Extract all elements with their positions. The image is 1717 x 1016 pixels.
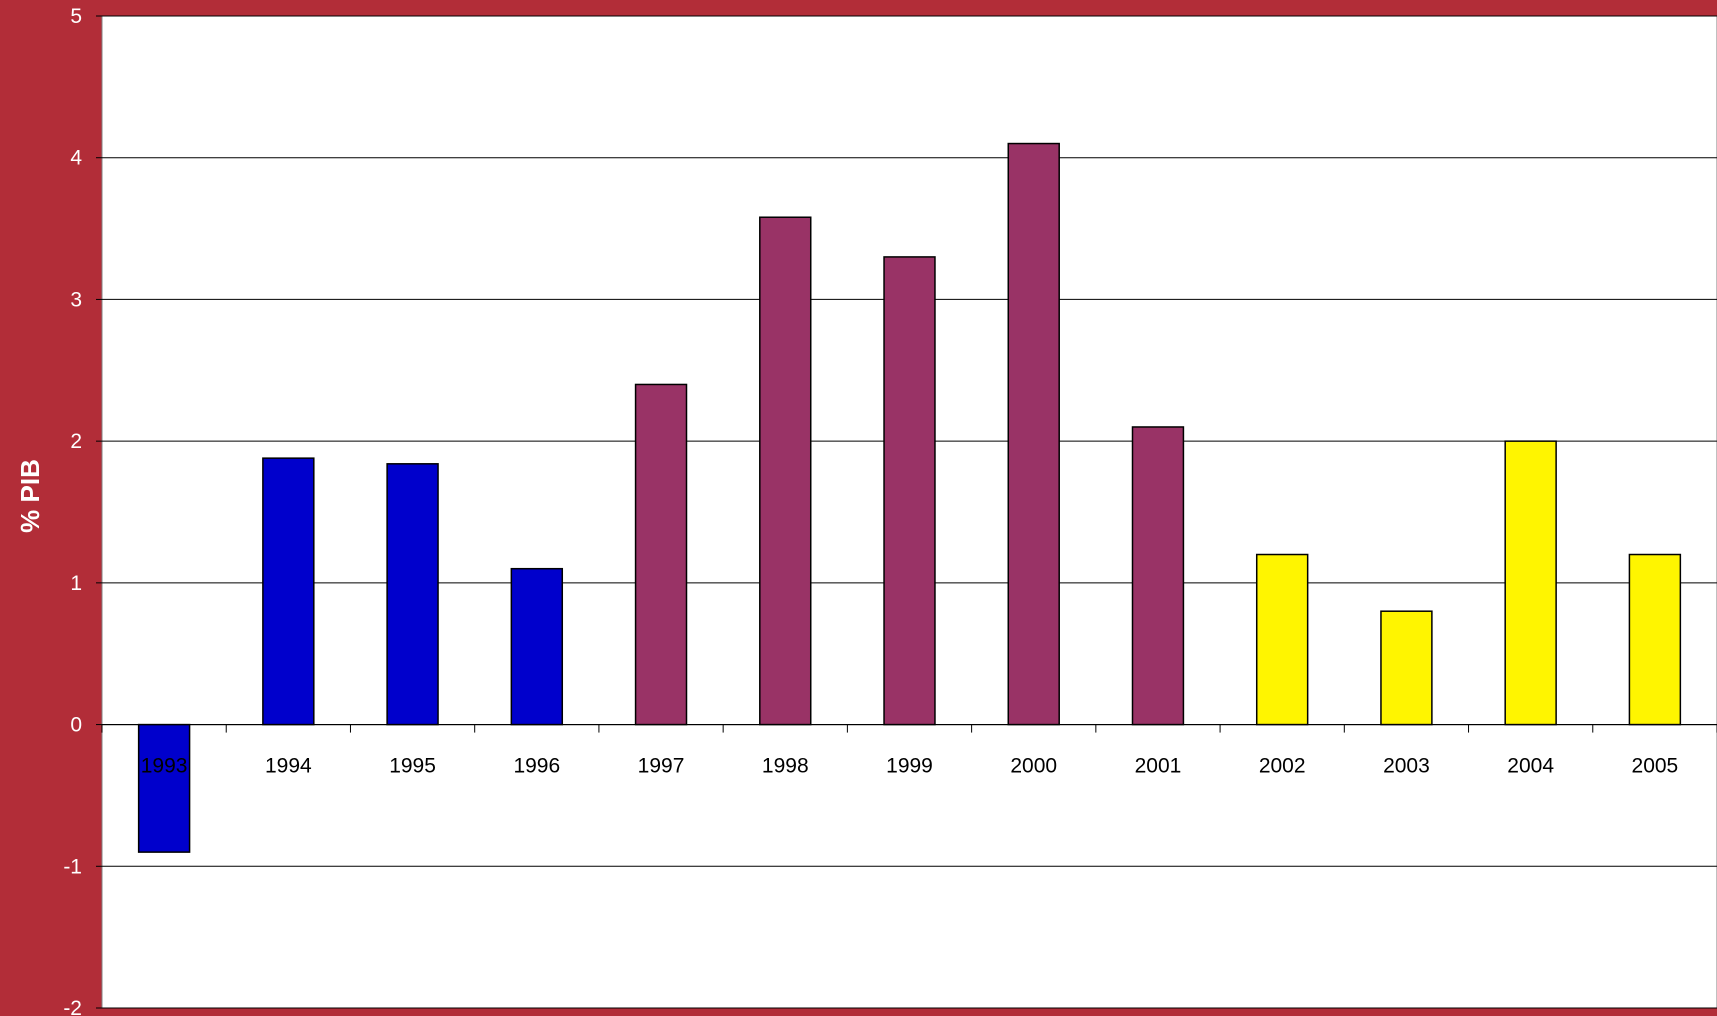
x-tick-label: 1994 xyxy=(265,755,312,778)
x-tick-label: 2004 xyxy=(1507,755,1554,778)
x-tick-label: 1999 xyxy=(886,755,933,778)
bar-2004 xyxy=(1504,440,1557,726)
x-tick-label: 1996 xyxy=(513,755,560,778)
bar-2002 xyxy=(1255,553,1309,726)
y-tick-label: -2 xyxy=(63,997,82,1016)
y-tick-label: -1 xyxy=(63,855,82,878)
bars xyxy=(102,142,1717,853)
x-tick-label: 2000 xyxy=(1010,755,1057,778)
y-tick-label: 2 xyxy=(70,430,82,453)
x-tick-label: 2005 xyxy=(1632,755,1679,778)
x-axis-ticks xyxy=(101,724,1717,733)
bar-1994 xyxy=(262,457,315,726)
x-tick-label: 2003 xyxy=(1383,755,1430,778)
bar-2000 xyxy=(1007,142,1060,726)
x-tick-label: 2002 xyxy=(1259,755,1306,778)
y-tick-label: 3 xyxy=(70,288,82,311)
x-axis-labels: 1993 1994 1995 1996 1997 1998 1999 2000 2001 2002… xyxy=(141,755,1678,778)
x-tick-label: 1995 xyxy=(389,755,436,778)
y-axis-labels: -2 -1 0 1 2 3 4 5 xyxy=(63,5,82,1016)
x-tick-label: 2001 xyxy=(1135,755,1182,778)
y-tick-label: 1 xyxy=(70,572,82,595)
bar-1999 xyxy=(883,256,936,726)
bar-2005 xyxy=(1628,553,1682,726)
bar-1996 xyxy=(510,567,564,726)
bar-1997 xyxy=(634,383,688,726)
bar-2003 xyxy=(1380,610,1433,726)
x-tick-label: 1998 xyxy=(762,755,809,778)
bar-1993 xyxy=(137,723,191,853)
y-tick-label: 4 xyxy=(70,147,82,170)
x-tick-label: 1993 xyxy=(141,755,188,778)
bar-2001 xyxy=(1131,426,1185,726)
x-tick-label: 1997 xyxy=(638,755,685,778)
y-tick-label: 0 xyxy=(70,714,82,737)
y-tick-label: 5 xyxy=(70,5,82,28)
bar-1995 xyxy=(386,463,439,726)
y-axis-title: % PIB xyxy=(15,459,45,533)
bar-1998 xyxy=(759,216,812,726)
